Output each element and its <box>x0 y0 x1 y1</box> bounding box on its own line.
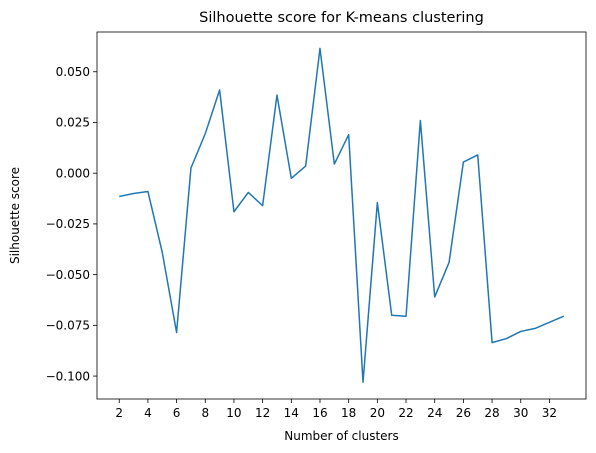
x-axis-title: Number of clusters <box>284 429 398 443</box>
y-tick-label: 0.050 <box>56 65 90 79</box>
x-tick-label: 32 <box>542 406 557 420</box>
x-tick-label: 8 <box>201 406 209 420</box>
x-tick-label: 14 <box>284 406 299 420</box>
y-tick-label: −0.025 <box>46 217 90 231</box>
x-tick-label: 22 <box>398 406 413 420</box>
plot-frame <box>96 31 587 400</box>
series-line <box>119 47 565 383</box>
x-tick-label: 16 <box>312 406 327 420</box>
x-tick-label: 6 <box>173 406 181 420</box>
x-tick-label: 30 <box>513 406 528 420</box>
x-tick-label: 28 <box>484 406 499 420</box>
y-tick-label: 0.000 <box>56 166 90 180</box>
x-tick-label: 10 <box>226 406 241 420</box>
y-tick-label: 0.025 <box>56 116 90 130</box>
x-tick-label: 24 <box>427 406 442 420</box>
x-tick-label: 20 <box>370 406 385 420</box>
plot-area <box>119 47 565 383</box>
x-tick-label: 18 <box>341 406 356 420</box>
x-axis: 2 4 6 8 10 12 14 16 18 20 22 24 26 28 30 32 <box>115 399 557 420</box>
x-tick-label: 2 <box>115 406 123 420</box>
y-axis: −0.100 −0.075 −0.050 −0.025 0.000 0.025 0.050 <box>46 65 97 383</box>
x-tick-label: 12 <box>255 406 270 420</box>
y-tick-label: −0.100 <box>46 369 90 383</box>
chart-title: Silhouette score for K-means clustering <box>199 10 484 26</box>
x-tick-label: 4 <box>144 406 152 420</box>
y-tick-label: −0.050 <box>46 268 90 282</box>
y-axis-title: Silhouette score <box>8 167 22 264</box>
y-tick-label: −0.075 <box>46 319 90 333</box>
x-tick-label: 26 <box>456 406 471 420</box>
